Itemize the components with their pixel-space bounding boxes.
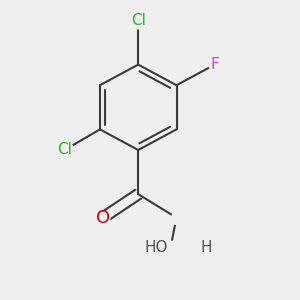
- Text: H: H: [200, 240, 212, 255]
- Text: Cl: Cl: [57, 142, 72, 158]
- Text: HO: HO: [144, 240, 168, 255]
- Text: Cl: Cl: [131, 13, 146, 28]
- Text: F: F: [210, 57, 219, 72]
- Text: O: O: [96, 209, 110, 227]
